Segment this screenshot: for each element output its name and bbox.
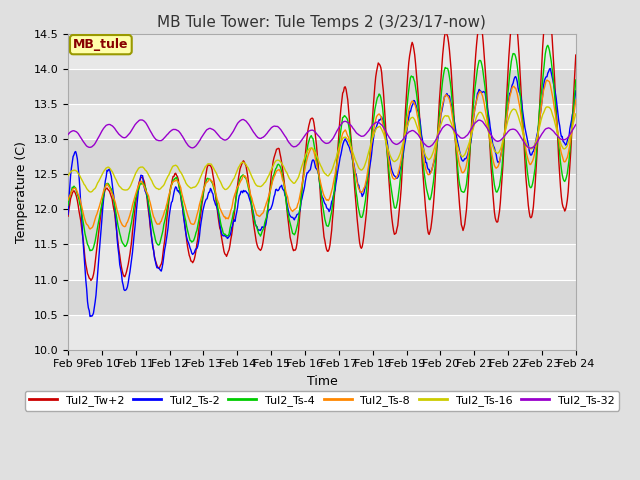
Tul2_Ts-8 [64, 197, 72, 203]
Bar [68, 174, 576, 209]
Tul2_Ts-2 [364, 174, 372, 180]
Tul2_Ts-2 [196, 234, 204, 240]
Text: MB_tule: MB_tule [73, 38, 129, 51]
Tul2_Ts-32 [404, 130, 412, 136]
X-axis label: Time: Time [307, 375, 337, 388]
Tul2_Ts-2 [404, 120, 412, 126]
Tul2_Ts-4 [572, 77, 580, 83]
Tul2_Ts-8 [295, 200, 303, 205]
Tul2_Ts-16 [447, 120, 455, 126]
Tul2_Ts-16 [155, 187, 163, 192]
Tul2_Ts-32 [526, 145, 534, 151]
Tul2_Ts-4 [295, 216, 303, 221]
Tul2_Ts-32 [295, 142, 303, 147]
Tul2_Ts-32 [195, 139, 202, 145]
Tul2_Ts-2 [64, 212, 72, 217]
Bar [68, 104, 576, 139]
Tul2_Tw+2 [64, 213, 72, 219]
Tul2_Ts-16 [543, 104, 551, 110]
Tul2_Ts-4 [86, 248, 94, 253]
Tul2_Ts-16 [404, 122, 412, 128]
Tul2_Ts-2 [547, 66, 554, 72]
Tul2_Ts-16 [196, 177, 204, 182]
Tul2_Ts-32 [154, 137, 162, 143]
Tul2_Ts-8 [572, 97, 580, 103]
Line: Tul2_Ts-8: Tul2_Ts-8 [68, 80, 576, 229]
Tul2_Tw+2 [572, 52, 580, 58]
Tul2_Tw+2 [196, 221, 204, 227]
Tul2_Ts-8 [364, 166, 372, 171]
Tul2_Ts-4 [155, 242, 163, 248]
Tul2_Tw+2 [364, 188, 372, 193]
Tul2_Tw+2 [87, 277, 95, 283]
Tul2_Tw+2 [155, 265, 163, 271]
Tul2_Ts-8 [86, 226, 94, 232]
Tul2_Ts-4 [447, 87, 455, 93]
Tul2_Ts-32 [64, 132, 72, 137]
Tul2_Ts-2 [86, 313, 94, 319]
Tul2_Ts-4 [364, 171, 372, 177]
Bar [68, 34, 576, 69]
Tul2_Ts-8 [155, 221, 163, 227]
Tul2_Ts-8 [543, 77, 551, 83]
Legend: Tul2_Tw+2, Tul2_Ts-2, Tul2_Ts-4, Tul2_Ts-8, Tul2_Ts-16, Tul2_Ts-32: Tul2_Tw+2, Tul2_Ts-2, Tul2_Ts-4, Tul2_Ts… [25, 391, 619, 410]
Tul2_Ts-2 [572, 88, 580, 94]
Tul2_Ts-16 [87, 189, 95, 195]
Tul2_Ts-2 [447, 101, 455, 107]
Tul2_Ts-4 [64, 203, 72, 208]
Tul2_Ts-2 [155, 265, 163, 271]
Title: MB Tule Tower: Tule Temps 2 (3/23/17-now): MB Tule Tower: Tule Temps 2 (3/23/17-now… [157, 15, 486, 30]
Bar [68, 139, 576, 174]
Bar [68, 279, 576, 315]
Tul2_Tw+2 [295, 227, 303, 233]
Y-axis label: Temperature (C): Temperature (C) [15, 141, 28, 243]
Line: Tul2_Ts-16: Tul2_Ts-16 [68, 107, 576, 192]
Line: Tul2_Ts-2: Tul2_Ts-2 [68, 69, 576, 316]
Bar [68, 244, 576, 279]
Tul2_Ts-4 [404, 94, 412, 100]
Line: Tul2_Ts-4: Tul2_Ts-4 [68, 45, 576, 251]
Tul2_Ts-16 [364, 152, 372, 157]
Bar [68, 315, 576, 350]
Tul2_Ts-4 [196, 214, 204, 220]
Tul2_Ts-32 [447, 124, 455, 130]
Tul2_Ts-16 [295, 174, 303, 180]
Tul2_Ts-2 [295, 211, 303, 217]
Tul2_Ts-4 [544, 42, 552, 48]
Tul2_Ts-8 [447, 105, 455, 111]
Tul2_Ts-8 [404, 111, 412, 117]
Tul2_Ts-8 [196, 202, 204, 208]
Tul2_Ts-32 [239, 117, 247, 122]
Tul2_Ts-16 [64, 173, 72, 179]
Bar [68, 69, 576, 104]
Line: Tul2_Tw+2: Tul2_Tw+2 [68, 6, 576, 280]
Line: Tul2_Ts-32: Tul2_Ts-32 [68, 120, 576, 148]
Tul2_Tw+2 [543, 3, 551, 9]
Tul2_Ts-16 [572, 111, 580, 117]
Tul2_Tw+2 [404, 70, 412, 76]
Bar [68, 209, 576, 244]
Tul2_Tw+2 [447, 68, 455, 73]
Tul2_Ts-32 [572, 122, 580, 128]
Tul2_Ts-32 [364, 129, 372, 134]
